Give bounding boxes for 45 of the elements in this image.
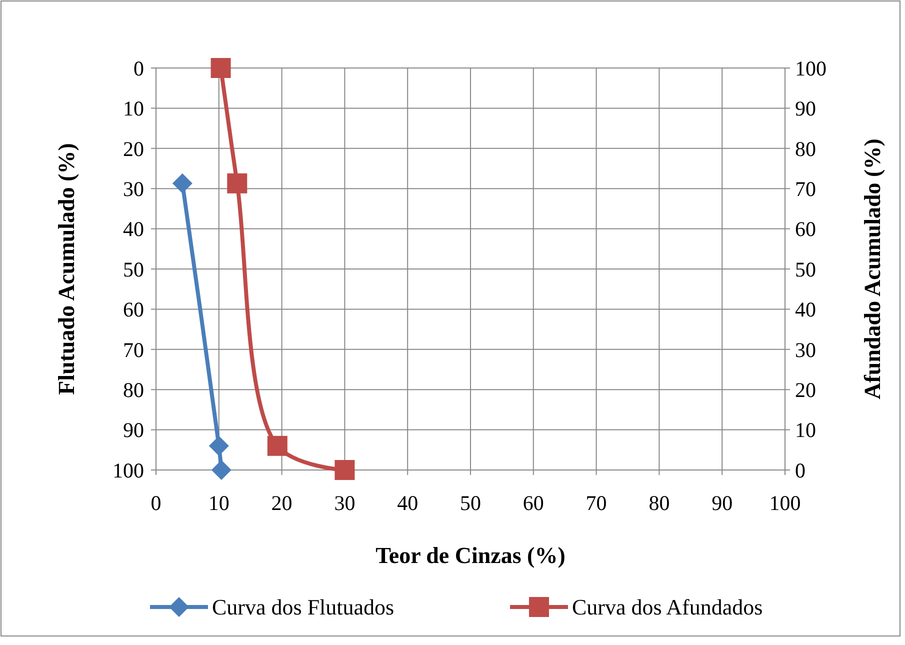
x-tick-label: 0 [150, 491, 162, 515]
x-tick-label: 30 [334, 491, 356, 515]
x-tick-label: 60 [522, 491, 544, 515]
y-tick-label: 50 [123, 257, 144, 282]
y-tick-label: 0 [134, 56, 144, 80]
y2-tick-label: 40 [795, 298, 816, 322]
y2-tick-label: 30 [795, 338, 816, 362]
y-tick-label: 40 [123, 217, 144, 242]
y2-tick-label: 90 [795, 96, 816, 121]
y2-tick-label: 70 [795, 176, 816, 201]
point [172, 173, 192, 194]
x-tick-label: 50 [460, 491, 481, 515]
y-tick-label: 80 [123, 378, 144, 402]
x-tick-label: 90 [712, 491, 733, 515]
y-axis-title: Flutuado Acumulado (%) [54, 143, 79, 395]
legend-label: Curva dos Afundados [572, 594, 763, 620]
y2-tick-label: 20 [795, 378, 816, 402]
x-tick-label: 20 [271, 491, 292, 515]
y2-tick-label: 50 [795, 257, 816, 282]
point [208, 436, 229, 456]
x-tick-label: 40 [397, 491, 418, 515]
point [267, 436, 288, 456]
y-tick-label: 60 [123, 298, 144, 322]
y-tick-label: 20 [123, 136, 144, 161]
y-tick-label: 10 [123, 96, 144, 121]
y2-axis-title: Afundado Acumulado (%) [860, 138, 885, 400]
point [334, 460, 355, 480]
y-tick-label: 100 [112, 458, 144, 482]
y-tick-label: 90 [123, 418, 144, 442]
y2-tick-label: 100 [795, 56, 826, 80]
point [210, 58, 231, 78]
y2-tick-label: 0 [795, 458, 806, 482]
x-tick-label: 10 [208, 491, 230, 515]
x-tick-label: 100 [769, 491, 801, 515]
y2-tick-label: 10 [795, 418, 816, 442]
x-tick-label: 80 [648, 491, 670, 515]
x-axis-title: Teor de Cinzas (%) [376, 543, 566, 568]
legend-label: Curva dos Flutuados [212, 594, 394, 620]
y2-tick-label: 60 [795, 217, 816, 242]
point [211, 460, 232, 480]
x-tick-label: 70 [586, 491, 607, 515]
y-tick-label: 30 [123, 176, 144, 201]
point [227, 173, 248, 194]
y-tick-label: 70 [123, 338, 144, 362]
y2-tick-label: 80 [795, 136, 816, 161]
